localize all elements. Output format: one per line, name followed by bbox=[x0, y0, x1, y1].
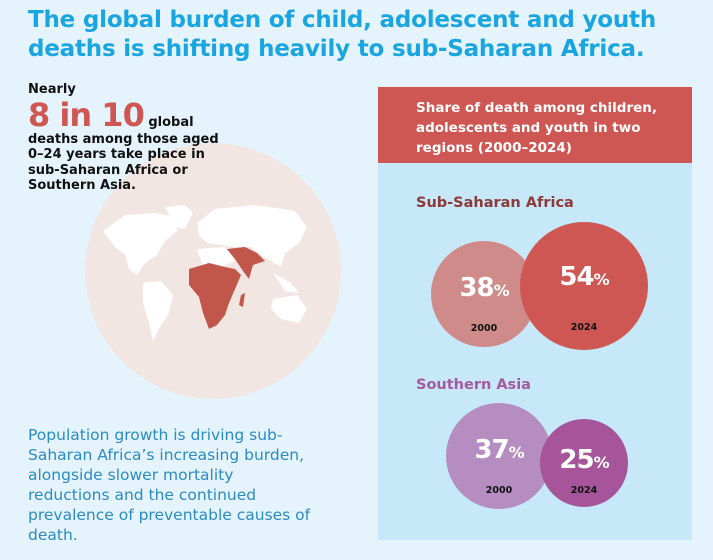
bubble-year: 2024 bbox=[570, 322, 598, 333]
stat-lead: Nearly bbox=[28, 82, 76, 97]
eurasia-shape bbox=[197, 205, 307, 267]
bubble-sa-2000: 37% 2000 bbox=[446, 403, 552, 509]
panel-header: Share of death among children, adolescen… bbox=[378, 87, 692, 163]
panel-title: Share of death among children, adolescen… bbox=[416, 100, 658, 156]
bubble-ssa-2024: 54% 2024 bbox=[520, 222, 648, 350]
stat-description: deaths among those aged 0–24 years take … bbox=[28, 131, 219, 194]
madagascar-highlight bbox=[239, 293, 245, 307]
page-title: The global burden of child, adolescent a… bbox=[28, 7, 656, 62]
region-label-southern-asia: Southern Asia bbox=[416, 377, 531, 393]
north-america-shape bbox=[103, 213, 177, 275]
region-label-sub-saharan-africa: Sub-Saharan Africa bbox=[416, 195, 574, 211]
bubble-sa-2024: 25% 2024 bbox=[540, 419, 628, 507]
australia-shape bbox=[271, 295, 307, 323]
world-map bbox=[103, 205, 307, 341]
stat-highlight: 8 in 10 bbox=[28, 95, 145, 134]
bubble-ssa-2000: 38% 2000 bbox=[431, 241, 537, 347]
bubble-value: 54% bbox=[559, 262, 609, 292]
south-america-shape bbox=[143, 281, 173, 341]
bubble-year: 2024 bbox=[570, 485, 598, 496]
southern-asia-highlight bbox=[227, 247, 265, 279]
explanation-text: Population growth is driving sub-Saharan… bbox=[28, 426, 311, 544]
bubble-year: 2000 bbox=[470, 323, 498, 334]
bubble-value: 25% bbox=[559, 445, 609, 475]
southeast-asia-shape bbox=[273, 273, 299, 293]
share-of-deaths-panel: Share of death among children, adolescen… bbox=[378, 87, 692, 540]
sub-saharan-africa-highlight bbox=[189, 263, 241, 329]
bubble-value: 37% bbox=[474, 435, 524, 465]
key-statistic: Nearly 8 in 10 global deaths among those… bbox=[28, 82, 228, 194]
greenland-shape bbox=[165, 205, 193, 229]
world-map-globe bbox=[85, 143, 341, 399]
north-africa-shape bbox=[197, 247, 235, 267]
stat-first-word: global bbox=[148, 114, 194, 130]
bubble-value: 38% bbox=[459, 273, 509, 303]
bubble-year: 2000 bbox=[485, 485, 513, 496]
